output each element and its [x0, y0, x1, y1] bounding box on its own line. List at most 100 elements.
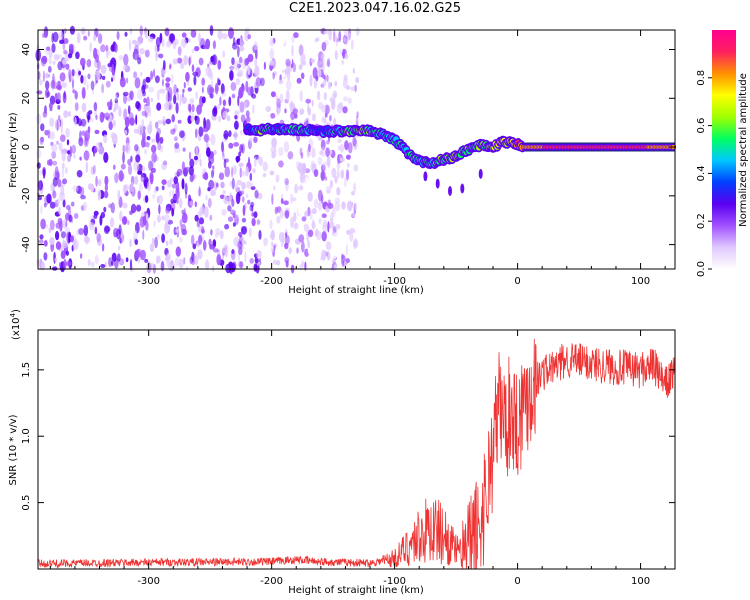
- spectrogram-x-tick-label: -200: [260, 276, 283, 287]
- noise-blob: [158, 204, 161, 215]
- noise-blob: [106, 101, 112, 108]
- noise-blob: [352, 136, 357, 147]
- noise-blob: [254, 58, 258, 67]
- noise-blob: [305, 98, 312, 104]
- noise-blob: [336, 169, 340, 179]
- noise-blob: [253, 211, 258, 219]
- noise-blob: [126, 77, 129, 84]
- noise-blob: [237, 95, 240, 107]
- noise-blob: [258, 230, 262, 240]
- noise-blob: [230, 209, 236, 216]
- noise-blob: [101, 83, 104, 94]
- noise-blob: [320, 139, 326, 151]
- noise-blob: [154, 236, 159, 249]
- noise-blob: [95, 141, 101, 151]
- noise-blob: [234, 214, 239, 225]
- noise-blob: [87, 259, 91, 267]
- noise-blob: [94, 129, 100, 135]
- noise-blob: [241, 181, 246, 190]
- noise-blob: [237, 69, 244, 77]
- noise-blob: [270, 145, 276, 154]
- noise-blob: [153, 68, 156, 78]
- noise-blob: [307, 229, 314, 238]
- noise-blob: [208, 87, 215, 94]
- noise-blob: [181, 178, 185, 190]
- noise-blob: [335, 35, 338, 47]
- noise-blob: [48, 227, 52, 234]
- noise-blob: [127, 105, 131, 115]
- noise-blob: [100, 211, 106, 219]
- noise-blob: [254, 156, 257, 168]
- noise-blob: [227, 205, 232, 212]
- noise-blob: [295, 161, 301, 169]
- noise-blob: [193, 155, 199, 161]
- noise-blob: [197, 249, 203, 260]
- noise-blob: [186, 81, 190, 86]
- noise-blob: [250, 201, 255, 208]
- noise-blob: [218, 172, 225, 180]
- noise-blob: [203, 133, 210, 143]
- noise-blob: [252, 104, 255, 114]
- noise-blob: [311, 99, 314, 107]
- spectrogram-ridge: [243, 122, 676, 196]
- noise-blob: [164, 27, 170, 37]
- noise-blob: [326, 58, 331, 68]
- noise-blob: [59, 39, 65, 44]
- noise-blob: [235, 192, 241, 204]
- noise-blob: [188, 56, 191, 66]
- noise-blob: [301, 162, 306, 175]
- noise-blob: [51, 150, 57, 159]
- noise-blob: [161, 233, 166, 243]
- noise-blob: [251, 212, 255, 217]
- spectrogram-y-tick-label: 0: [21, 144, 32, 150]
- noise-blob: [59, 72, 66, 82]
- noise-blob: [303, 223, 310, 232]
- noise-blob: [190, 115, 195, 123]
- ridge-streak: [460, 183, 465, 194]
- noise-blob: [128, 91, 132, 99]
- noise-blob: [173, 176, 179, 185]
- noise-blob: [270, 112, 276, 119]
- noise-blob: [70, 215, 74, 224]
- noise-blob: [317, 68, 322, 78]
- snr-scale-exponent: 4: [9, 312, 17, 317]
- noise-blob: [176, 57, 183, 64]
- noise-blob: [223, 130, 229, 140]
- noise-blob: [284, 108, 287, 114]
- noise-blob: [72, 89, 76, 94]
- noise-blob: [135, 154, 141, 163]
- noise-blob: [193, 75, 197, 86]
- snr-x-tick-label: 0: [514, 576, 520, 587]
- noise-blob: [280, 198, 284, 204]
- noise-blob: [334, 175, 338, 184]
- noise-blob: [338, 30, 342, 41]
- noise-blob: [127, 158, 132, 166]
- noise-blob: [191, 104, 195, 113]
- noise-blob: [59, 191, 65, 202]
- noise-blob: [62, 59, 67, 65]
- spectrogram-y-tick-label: -20: [21, 188, 32, 204]
- noise-blob: [40, 136, 45, 143]
- noise-blob: [244, 101, 247, 110]
- noise-blob: [198, 186, 201, 197]
- noise-blob: [88, 222, 95, 231]
- noise-blob: [172, 40, 177, 50]
- noise-blob: [235, 78, 240, 86]
- colorbar-ticks: 0.0 0.2 0.4 0.6 0.8: [696, 70, 712, 277]
- noise-blob: [289, 193, 294, 204]
- noise-blob: [328, 81, 331, 90]
- noise-blob: [337, 138, 342, 143]
- noise-blob: [254, 189, 259, 199]
- noise-blob: [129, 259, 133, 271]
- noise-blob: [178, 197, 183, 209]
- noise-blob: [58, 142, 63, 151]
- noise-blob: [61, 148, 67, 155]
- noise-blob: [245, 110, 250, 118]
- noise-blob: [222, 145, 225, 157]
- colorbar-tick-label: 0.4: [696, 165, 707, 181]
- noise-blob: [49, 117, 55, 128]
- colorbar-tick-label: 0.6: [696, 118, 707, 134]
- noise-blob: [55, 230, 60, 241]
- noise-blob: [246, 181, 252, 189]
- noise-blob: [72, 185, 79, 192]
